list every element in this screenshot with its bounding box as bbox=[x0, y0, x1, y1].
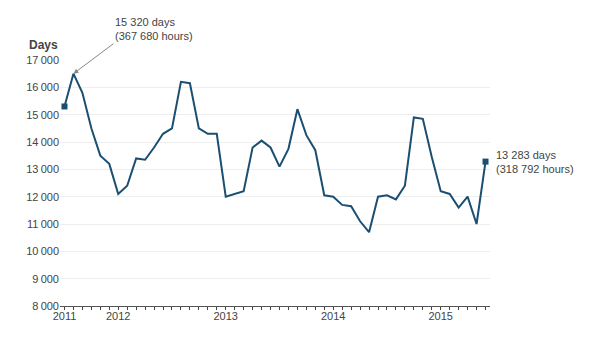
svg-text:2014: 2014 bbox=[321, 310, 345, 322]
svg-text:10 000: 10 000 bbox=[26, 245, 59, 257]
svg-text:11 000: 11 000 bbox=[27, 218, 59, 230]
svg-text:15 000: 15 000 bbox=[26, 109, 59, 121]
svg-text:13 000: 13 000 bbox=[26, 163, 59, 175]
svg-text:Days: Days bbox=[29, 38, 58, 52]
svg-text:9 000: 9 000 bbox=[32, 273, 59, 285]
svg-text:14 000: 14 000 bbox=[26, 136, 59, 148]
svg-text:2012: 2012 bbox=[106, 310, 130, 322]
svg-text:2013: 2013 bbox=[213, 310, 237, 322]
svg-text:15 320 days(367 680 hours): 15 320 days(367 680 hours) bbox=[115, 16, 193, 42]
svg-text:16 000: 16 000 bbox=[26, 81, 59, 93]
svg-text:13 283 days(318 792 hours): 13 283 days(318 792 hours) bbox=[496, 149, 574, 175]
svg-text:2015: 2015 bbox=[428, 310, 452, 322]
svg-text:12 000: 12 000 bbox=[26, 191, 59, 203]
svg-text:2011: 2011 bbox=[53, 310, 77, 322]
svg-text:17 000: 17 000 bbox=[26, 54, 59, 66]
svg-text:8 000: 8 000 bbox=[32, 300, 59, 312]
